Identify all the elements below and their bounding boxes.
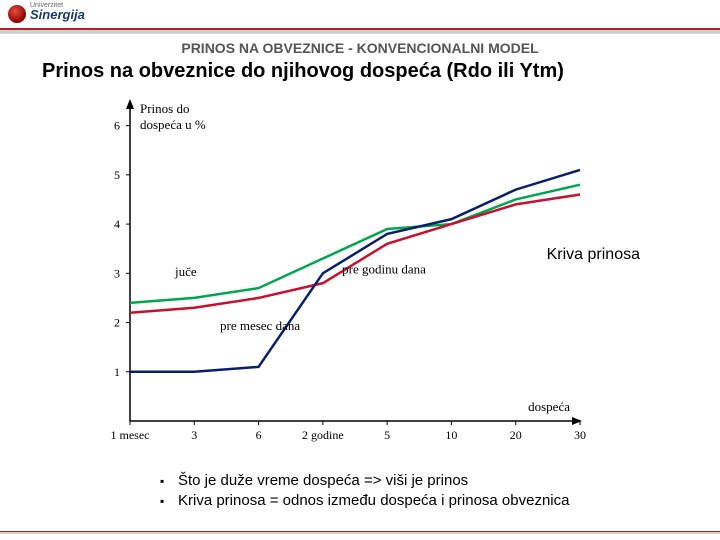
svg-text:dospeća: dospeća xyxy=(528,399,570,414)
page-title: PRINOS NA OBVEZNICE - KONVENCIONALNI MOD… xyxy=(0,40,720,56)
top-header: Univerzitet Sinergija xyxy=(0,0,720,30)
svg-text:1 mesec: 1 mesec xyxy=(111,428,150,442)
footer-line xyxy=(0,531,720,534)
svg-text:5: 5 xyxy=(114,168,120,182)
chart-container: 1234561 mesec362 godine5102030Prinos dod… xyxy=(70,91,650,461)
svg-text:juče: juče xyxy=(174,264,197,279)
bullet-item: Što je duže vreme dospeća => viši je pri… xyxy=(160,471,720,491)
svg-text:2: 2 xyxy=(114,316,120,330)
svg-text:pre godinu dana: pre godinu dana xyxy=(342,261,426,276)
logo-icon xyxy=(8,5,26,23)
svg-text:dospeća u %: dospeća u % xyxy=(140,117,206,132)
svg-text:5: 5 xyxy=(384,428,390,442)
bullet-list: Što je duže vreme dospeća => viši je pri… xyxy=(120,471,720,512)
svg-text:10: 10 xyxy=(445,428,457,442)
svg-text:3: 3 xyxy=(191,428,197,442)
svg-text:6: 6 xyxy=(114,119,120,133)
svg-text:3: 3 xyxy=(114,266,120,280)
svg-text:Prinos do: Prinos do xyxy=(140,101,189,116)
svg-text:1: 1 xyxy=(114,365,120,379)
yield-curve-chart: 1234561 mesec362 godine5102030Prinos dod… xyxy=(70,91,650,461)
svg-text:6: 6 xyxy=(256,428,262,442)
page-subtitle: Prinos na obveznice do njihovog dospeća … xyxy=(42,60,720,83)
logo-small-text: Univerzitet xyxy=(30,2,63,9)
curve-label: Kriva prinosa xyxy=(547,246,640,264)
svg-text:pre mesec dana: pre mesec dana xyxy=(220,318,300,333)
bullet-item: Kriva prinosa = odnos između dospeća i p… xyxy=(160,491,720,511)
svg-text:30: 30 xyxy=(574,428,586,442)
logo: Univerzitet Sinergija xyxy=(8,5,85,23)
gray-band xyxy=(0,30,720,34)
svg-text:4: 4 xyxy=(114,217,120,231)
svg-text:20: 20 xyxy=(510,428,522,442)
svg-text:2 godine: 2 godine xyxy=(302,428,344,442)
